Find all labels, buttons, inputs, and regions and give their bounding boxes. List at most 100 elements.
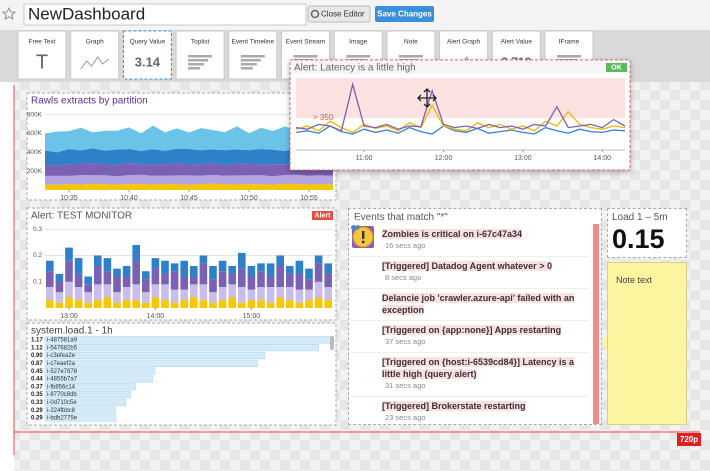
x-tick-label: 11:00: [356, 155, 373, 162]
status-badge-label: OK: [611, 65, 622, 72]
event-list: Nagios Zombies is critical on i-67c47a34 1…: [351, 219, 589, 424]
toplist-name: i-8770c8db: [47, 392, 77, 398]
area-band: [45, 125, 333, 153]
event-title: [Triggered] Datadog Agent whatever > 0: [382, 261, 552, 271]
event-body: [Triggered] Datadog Agent whatever > 0 8 …: [351, 225, 552, 284]
bar-segment: [122, 276, 131, 287]
bar-segment: [55, 302, 64, 308]
bar-segment: [238, 287, 246, 303]
event-title: [Triggered on {app:none}] Apps restartin…: [382, 325, 562, 335]
event-item[interactable]: [Triggered] Brokerstate restarting 23 sec…: [351, 225, 589, 424]
bar-segment: [218, 300, 227, 308]
event-item[interactable]: Nagios Zombies is critical on i-67c47a34 1…: [351, 219, 589, 257]
toplist-bar: [44, 351, 266, 360]
bar-segment: [228, 266, 236, 274]
bar-segment: [180, 289, 188, 301]
x-tick-label: 12:00: [435, 155, 453, 162]
toolbar-icon: [240, 63, 257, 66]
event-icon: [351, 226, 377, 348]
event-title: Delancie job 'crawler.azure-api' failed …: [382, 293, 575, 315]
toolbar-item[interactable]: [70, 30, 120, 80]
bar-segment: [324, 263, 332, 274]
scrollbar[interactable]: [593, 224, 599, 424]
bar-segment: [170, 289, 179, 303]
toolbar-item[interactable]: [122, 30, 172, 80]
event-title: [Triggered] Brokerstate restarting: [382, 401, 526, 411]
area-band: [45, 183, 333, 190]
x-tick-label: 10:50: [240, 195, 258, 202]
widget: system.load.1 - 1h1.17 i-487581a9 1.12 i-54…: [26, 322, 337, 426]
save-changes-button[interactable]: [375, 6, 434, 22]
y-tick-label: 800K: [27, 111, 43, 118]
bar-segment: [46, 260, 54, 272]
event-item[interactable]: [Triggered on {app:none}] Apps restartin…: [351, 225, 589, 353]
widget: Alert: TEST MONITOR Alert 0.1 0.2 0.3 13:00 14…: [26, 207, 337, 321]
bar-segment: [94, 266, 102, 285]
move-cursor: [417, 88, 437, 108]
toplist-name: i-c3efea2e: [47, 353, 76, 359]
toplist-value: 0.44: [31, 377, 43, 383]
bar-segment: [247, 289, 256, 301]
bar-segment: [103, 258, 112, 272]
toolbar-item-label: Image: [349, 39, 367, 46]
bar-segment: [170, 263, 179, 272]
toplist-bar: [44, 414, 117, 422]
event-item[interactable]: [Triggered on {host:i-6539cd84}] Latency…: [351, 225, 589, 397]
event-source: Nagios: [355, 219, 372, 225]
bar-segment: [74, 273, 83, 287]
bar-segment: [286, 273, 294, 287]
toplist-name: i-487581a9: [47, 337, 78, 343]
star-icon[interactable]: [1, 6, 17, 20]
bar-segment: [276, 287, 284, 298]
gear-icon: [310, 9, 320, 19]
bar-segment: [84, 292, 92, 303]
toolbar-icon: [188, 59, 209, 62]
bar-segment: [122, 300, 131, 308]
bar-segment: [314, 297, 323, 308]
x-tick-label: 13:00: [60, 313, 78, 320]
title-input[interactable]: [23, 3, 307, 26]
toplist-name: i-4855b7a7: [47, 377, 78, 383]
resolution-badge: [677, 433, 701, 446]
toolbar-icon: [398, 55, 423, 58]
x-tick-label: 13:00: [514, 155, 532, 162]
bar-segment: [295, 260, 304, 274]
close-editor-button[interactable]: [307, 5, 371, 23]
bar-segment: [276, 266, 284, 287]
toplist-bar: [44, 375, 153, 383]
bar-segment: [113, 268, 121, 277]
toolbar-icon: [293, 55, 318, 58]
toolbar-item[interactable]: [17, 30, 67, 80]
bar-segment: [238, 302, 246, 308]
widget-title: system.load.1 - 1h: [31, 326, 113, 337]
canvas-margin: [0, 82, 14, 471]
bar-segment: [161, 260, 169, 274]
event-time: 23 secs ago: [385, 413, 426, 422]
bar-segment: [286, 287, 294, 301]
bar-segment: [170, 302, 179, 308]
bar-segment: [74, 258, 83, 274]
event-body: [Triggered on {app:none}] Apps restartin…: [351, 225, 562, 348]
event-time-row: 8 secs ago: [351, 225, 552, 284]
bar-segment: [55, 292, 64, 303]
series-line: [295, 125, 626, 135]
bar-segment: [132, 300, 140, 308]
bar-segment: [218, 271, 227, 287]
toolbar-item-label: Alert Graph: [447, 39, 481, 46]
toolbar-item-label: Event Stream: [286, 39, 325, 46]
status-badge: [606, 63, 627, 72]
bar-segment: [247, 300, 256, 308]
x-tick-label: 10:55: [300, 195, 318, 202]
bar-segment: [161, 273, 169, 285]
bar-segment: [46, 300, 54, 308]
bar-segment: [305, 300, 313, 308]
bar-segment: [190, 266, 198, 277]
toolbar-item-label: Alert Value: [501, 39, 533, 46]
bar-segment: [122, 266, 131, 277]
y-tick-label: 0.3: [33, 226, 42, 233]
bar-segment: [247, 266, 256, 277]
event-item[interactable]: Delancie job 'crawler.azure-api' failed …: [351, 226, 589, 321]
event-item[interactable]: [Triggered] Datadog Agent whatever > 0 8 …: [351, 225, 589, 289]
bar-segment: [218, 287, 227, 301]
